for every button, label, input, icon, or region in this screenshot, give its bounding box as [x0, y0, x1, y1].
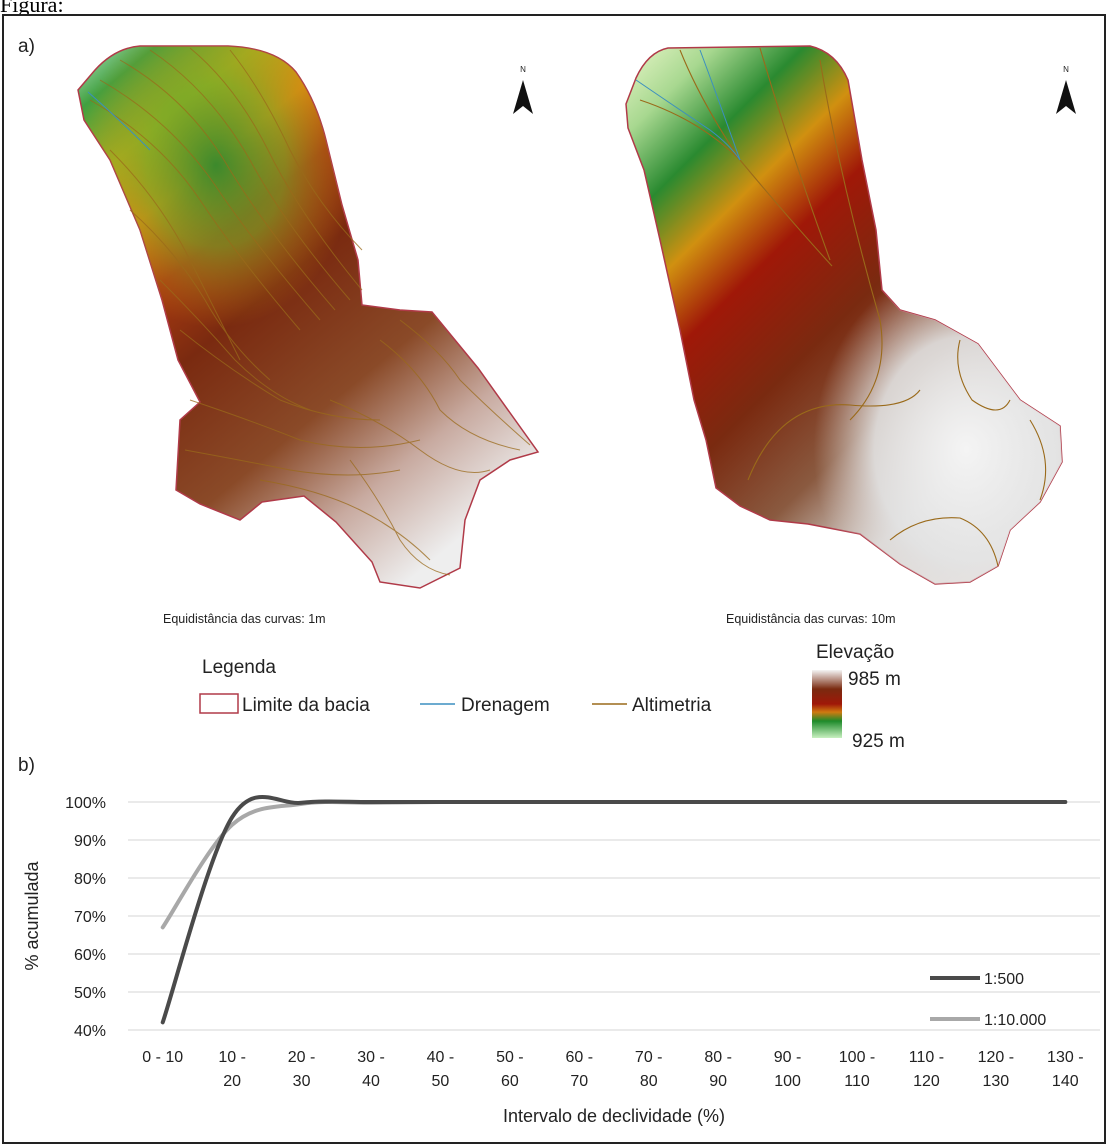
elevation-max-label: 985 m: [848, 669, 901, 690]
map-right-caption: Equidistância das curvas: 10m: [726, 612, 896, 626]
chart-x-tick-label: 80 -90: [704, 1049, 732, 1090]
elevation-min-label: 925 m: [852, 731, 905, 752]
chart-x-tick-label: 60 -70: [565, 1049, 593, 1090]
chart-y-tick-label: 70%: [74, 909, 106, 926]
chart-x-tick-label: 70 -80: [635, 1049, 663, 1090]
legend-drainage-label: Drenagem: [461, 695, 550, 716]
elevation-legend: Elevação 985 m 925 m: [812, 642, 905, 752]
chart-x-tick-label: 0 - 10: [142, 1049, 183, 1066]
north-arrow-icon: N: [513, 65, 533, 114]
chart-x-tick-label: 100 -110: [839, 1049, 875, 1090]
chart-x-tick-label: 110 -120: [909, 1049, 944, 1090]
map-left-caption: Equidistância das curvas: 1m: [163, 612, 326, 626]
chart-y-tick-label: 100%: [65, 795, 106, 812]
elevation-map-10m: [625, 45, 1063, 585]
chart-x-tick-label: 10 -20: [218, 1049, 246, 1090]
figure-caption: Figura:: [0, 0, 64, 17]
chart-legend-label: 1:10.000: [984, 1012, 1046, 1029]
north-label: N: [1063, 65, 1069, 74]
chart-x-tick-label: 90 -100: [774, 1049, 802, 1090]
legend-basin-limit-label: Limite da bacia: [242, 695, 370, 716]
chart-x-tick-label: 30 -40: [357, 1049, 385, 1090]
chart-x-tick-label: 20 -30: [288, 1049, 316, 1090]
chart-legend-label: 1:500: [984, 971, 1024, 988]
legend-title: Legenda: [202, 657, 276, 678]
north-arrow-icon: N: [1056, 65, 1076, 114]
elevation-title: Elevação: [816, 642, 894, 663]
chart-y-tick-label: 40%: [74, 1023, 106, 1040]
chart-y-tick-label: 60%: [74, 947, 106, 964]
legend-basin-limit-swatch: [199, 693, 239, 714]
cumulative-slope-chart: 40% 50% 60% 70% 80% 90% 100% 0 - 10 10 -20 20 -3…: [22, 794, 1100, 1126]
chart-x-tick-label: 130 -140: [1047, 1049, 1083, 1090]
chart-series-line-1-500: [160, 794, 1068, 1025]
chart-series-line-1-10000: [160, 799, 1068, 930]
legend-altimetry-label: Altimetria: [632, 695, 712, 716]
panel-b-label: b): [18, 755, 35, 776]
chart-y-tick-label: 50%: [74, 985, 106, 1002]
chart-y-tick-label: 90%: [74, 833, 106, 850]
map-legend: Legenda Limite da bacia Drenagem Altimet…: [199, 657, 712, 716]
chart-y-axis-label: % acumulada: [22, 860, 42, 970]
elevation-color-ramp: [812, 670, 842, 738]
chart-x-axis-label: Intervalo de declividade (%): [503, 1106, 725, 1126]
chart-y-tick-label: 80%: [74, 871, 106, 888]
panel-a-label: a): [18, 36, 35, 57]
chart-x-tick-label: 50 -60: [496, 1049, 524, 1090]
north-label: N: [520, 65, 526, 74]
chart-x-tick-label: 40 -50: [427, 1049, 455, 1090]
elevation-map-1m: [77, 45, 540, 589]
chart-x-tick-label: 120 -130: [978, 1049, 1014, 1090]
